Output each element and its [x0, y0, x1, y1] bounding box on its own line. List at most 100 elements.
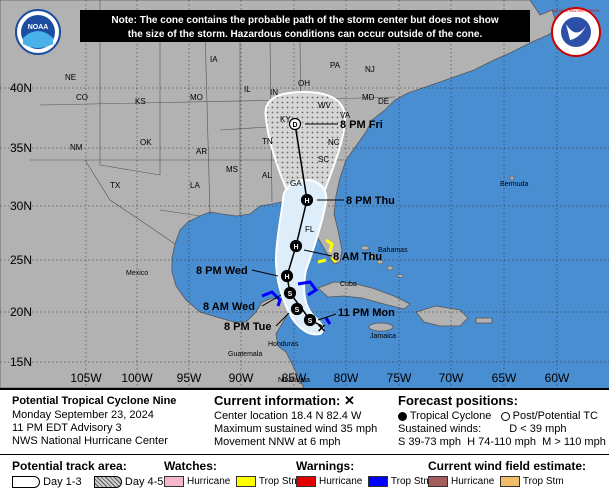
wind-tropstm-swatch: [499, 476, 520, 487]
state-label-ky: KY: [280, 115, 291, 124]
issuing-center: NWS National Hurricane Center: [12, 435, 168, 447]
current-info-title: Current information: ✕: [214, 393, 355, 409]
place-label-cuba: Cuba: [340, 281, 357, 288]
nws-logo: NATIONAL WEATHER SERVICE: [551, 7, 601, 57]
forecast-point-marker: [289, 239, 303, 253]
forecast-point-marker: [283, 286, 297, 300]
place-label-mexico: Mexico: [126, 270, 148, 277]
day45-label: Day 4-5: [124, 476, 164, 488]
latitude-label-25N: 25N: [10, 253, 32, 267]
state-label-mo: MO: [190, 93, 203, 102]
state-label-tn: TN: [262, 137, 273, 146]
forecast-point-symbol: D: [292, 122, 297, 129]
longitude-label-80W: 80W: [334, 371, 359, 385]
forecast-leader-line: [317, 313, 337, 321]
longitude-label-75W: 75W: [387, 371, 412, 385]
warnings-keys: Hurricane Trop Stm: [296, 476, 432, 487]
state-label-ok: OK: [140, 138, 152, 147]
latitude-label-35N: 35N: [10, 141, 32, 155]
longitude-label-90W: 90W: [229, 371, 254, 385]
longitude-labels: 105W 100W 95W 90W 85W 80W 75W 70W 65W 60W: [70, 371, 570, 385]
day45-swatch: [93, 476, 122, 489]
watch-hurricane-label: Hurricane: [187, 476, 231, 488]
land-jamaica: [368, 322, 394, 332]
state-label-de: DE: [378, 97, 389, 106]
note-box: [80, 10, 530, 42]
post-potential-tc-label: Post/Potential TC: [512, 410, 599, 422]
state-label-al: AL: [262, 171, 272, 180]
max-winds: Maximum sustained wind 35 mph: [214, 423, 378, 435]
state-label-co: CO: [76, 93, 88, 102]
latitude-label-30N: 30N: [10, 199, 32, 213]
day13-label: Day 1-3: [43, 476, 82, 488]
forecast-point-symbol: H: [304, 198, 309, 205]
svg-text:NOAA: NOAA: [28, 24, 49, 31]
warn-tropstm-swatch: [367, 476, 388, 487]
state-label-fl: FL: [305, 225, 315, 234]
m-category: M > 110 mph: [542, 436, 606, 448]
state-label-pa: PA: [330, 61, 341, 70]
center-location: Center location 18.4 N 82.4 W: [214, 410, 362, 422]
wind-field-keys: Hurricane Trop Stm: [428, 476, 564, 487]
tropical-storm-warnings: [261, 280, 332, 325]
forecast-leader-line: [251, 269, 279, 277]
current-position-icon: ✕: [344, 393, 355, 408]
sustained-winds-label: Sustained winds:: [398, 423, 482, 435]
state-label-nj: NJ: [365, 65, 375, 74]
place-label-bermuda: Bermuda: [500, 181, 529, 188]
forecast-point-marker: [290, 302, 304, 316]
sustained-winds-row: Sustained winds: D < 39 mph: [398, 423, 566, 435]
place-labels: Bermuda Mexico Bahamas Cuba Jamaica Guatemala…: [126, 181, 529, 384]
wind-hurricane-swatch: [428, 476, 448, 487]
latitude-label-40N: 40N: [10, 81, 32, 95]
forecast-point-marker: [280, 269, 294, 283]
d-category: D < 39 mph: [509, 423, 567, 435]
state-label-ga: GA: [290, 179, 302, 188]
forecast-time-label: 8 AM Wed: [203, 301, 255, 313]
warn-hurricane-label: Hurricane: [319, 476, 363, 488]
storm-name: Potential Tropical Cyclone Nine: [12, 395, 177, 407]
longitude-label-100W: 100W: [121, 371, 153, 385]
place-label-guatemala: Guatemala: [228, 351, 262, 358]
forecast-time-label: 8 PM Tue: [224, 321, 271, 333]
current-position-marker: ✕: [317, 323, 326, 335]
state-label-ia: IA: [210, 55, 218, 64]
forecast-point-symbol: S: [288, 291, 293, 298]
longitude-label-85W: 85W: [282, 371, 307, 385]
h-category: H 74-110 mph: [467, 436, 536, 448]
advisory-date: Monday September 23, 2024: [12, 409, 154, 421]
state-label-la: LA: [190, 181, 200, 190]
place-label-honduras: Honduras: [268, 341, 299, 348]
latitude-labels: 40N 35N 30N 25N 20N 15N: [10, 81, 32, 369]
forecast-point-symbol: H: [293, 244, 298, 251]
forecast-points: D 8 PM Fri H 8 PM Thu H 8 AM Thu H 8 PM Wed S 8 A…: [196, 117, 395, 333]
longitude-label-70W: 70W: [439, 371, 464, 385]
forecast-leader-line: [261, 294, 282, 307]
tropical-storm-watches: [317, 238, 338, 264]
forecast-symbols: Tropical Cyclone Post/Potential TC: [398, 410, 598, 422]
latitude-label-20N: 20N: [10, 305, 32, 319]
state-label-ms: MS: [226, 165, 238, 174]
forecast-point-symbol: S: [308, 318, 313, 325]
advisory-number: 11 PM EDT Advisory 3: [12, 422, 122, 434]
tropical-cyclone-icon: [398, 411, 407, 421]
longitude-label-65W: 65W: [492, 371, 517, 385]
wind-tropstm-label: Trop Stm: [522, 476, 564, 488]
forecast-leader-line: [303, 249, 333, 257]
track-area-title: Potential track area:: [12, 459, 127, 473]
forecast-point-marker: [288, 117, 302, 131]
watch-hurricane-swatch: [164, 476, 184, 487]
forecast-time-label: 8 PM Thu: [346, 195, 395, 207]
wind-hurricane-label: Hurricane: [451, 476, 495, 488]
forecast-map: D 8 PM Fri H 8 PM Thu H 8 AM Thu H 8 PM Wed S 8 A…: [0, 0, 609, 388]
legend-panel: Potential Tropical Cyclone Nine Monday S…: [0, 388, 609, 502]
cone-day-4-5: [264, 90, 347, 199]
movement: Movement NNW at 6 mph: [214, 436, 341, 448]
state-label-il: IL: [244, 85, 251, 94]
wind-categories-row: S 39-73 mph H 74-110 mph M > 110 mph: [398, 436, 606, 448]
forecast-point-symbol: S: [295, 307, 300, 314]
watches-title: Watches:: [164, 459, 217, 473]
state-label-ar: AR: [196, 147, 207, 156]
place-label-jamaica: Jamaica: [370, 333, 396, 340]
